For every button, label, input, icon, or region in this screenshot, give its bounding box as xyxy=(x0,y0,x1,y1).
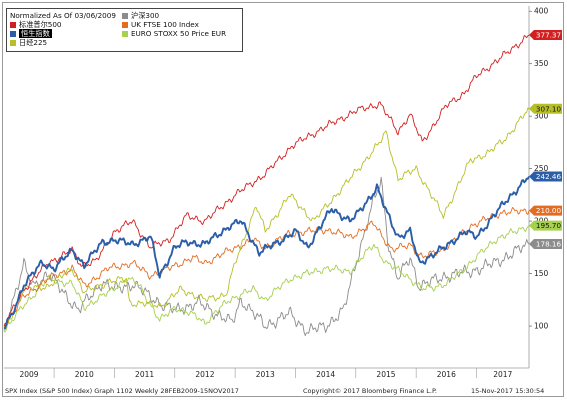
x-tick-label: 2009 xyxy=(19,370,38,379)
footer-timestamp: 15-Nov-2017 15:30:54 xyxy=(471,387,545,395)
x-tick-label: 2011 xyxy=(135,370,154,379)
series-line-uk-ftse-100-index xyxy=(3,207,530,327)
legend-swatch xyxy=(10,30,16,37)
x-tick-label: 2017 xyxy=(493,370,512,379)
last-value-225: 307.10 xyxy=(529,103,562,114)
x-tick-label: 2010 xyxy=(75,370,94,379)
footer-copyright: Copyright© 2017 Bloomberg Finance L.P. xyxy=(303,387,437,395)
last-value-text: 307.10 xyxy=(536,104,562,113)
legend-swatch xyxy=(10,39,16,46)
series-line-300 xyxy=(3,176,530,337)
chart-footer: SPX Index (S&P 500 Index) Graph 1102 Wee… xyxy=(3,385,563,397)
series-line-500 xyxy=(3,34,530,327)
x-tick-label: 2013 xyxy=(256,370,275,379)
y-tick-label: 400 xyxy=(534,7,549,16)
y-axis: 100150200250300350400 xyxy=(529,7,549,331)
legend-label: UK FTSE 100 Index xyxy=(131,20,199,29)
legend-swatch xyxy=(10,21,16,28)
legend-label: EURO STOXX 50 Price EUR xyxy=(131,29,227,38)
chart-frame xyxy=(2,2,564,397)
last-value-text: 178.16 xyxy=(536,240,562,249)
legend-label: 沪深300 xyxy=(131,11,160,20)
x-axis: 2009 2010 2011 2012 2013 2014 2015 2016 2017 xyxy=(19,368,513,379)
footer-source: SPX Index (S&P 500 Index) Graph 1102 Wee… xyxy=(5,387,239,395)
last-value-series: 242.46 xyxy=(529,171,562,182)
legend-swatch xyxy=(122,30,128,37)
series-line-euro-stoxx-50-price-eur xyxy=(3,225,530,333)
legend-item-euro-stoxx-50-price-eur: EURO STOXX 50 Price EUR xyxy=(122,29,226,39)
series-line-series xyxy=(3,176,530,330)
y-tick-label: 350 xyxy=(534,59,549,68)
x-tick-label: 2012 xyxy=(195,370,214,379)
last-value-euro-stoxx-50-price-eur: 195.70 xyxy=(529,220,562,231)
legend-label: 标准普尔500 xyxy=(19,20,62,29)
last-value-text: 242.46 xyxy=(536,172,562,181)
last-value-500: 377.37 xyxy=(529,29,562,40)
legend: Normalized As Of 03/06/2009 标准普尔500 恒生指数日… xyxy=(6,8,243,52)
legend-item-series: 恒生指数 xyxy=(10,29,52,39)
y-tick-label: 150 xyxy=(534,269,549,278)
legend-item-225: 日经225 xyxy=(10,38,47,48)
series-line-225 xyxy=(3,107,530,332)
legend-swatch xyxy=(122,12,128,19)
x-tick-label: 2016 xyxy=(437,370,456,379)
y-tick-label: 250 xyxy=(534,164,549,173)
legend-item-500: 标准普尔500 xyxy=(10,20,61,30)
legend-swatch xyxy=(122,21,128,28)
last-value-text: 210.00 xyxy=(536,206,562,215)
x-tick-label: 2014 xyxy=(316,370,335,379)
legend-title: Normalized As Of 03/06/2009 xyxy=(10,11,116,20)
series-layer xyxy=(3,34,530,337)
legend-item-uk-ftse-100-index: UK FTSE 100 Index xyxy=(122,20,199,30)
last-value-labels: 178.16 195.70 210.00 307.10 377.37 242.46 xyxy=(529,29,562,250)
x-tick-label: 2015 xyxy=(376,370,395,379)
y-tick-label: 100 xyxy=(534,322,549,331)
last-value-300: 178.16 xyxy=(529,239,562,250)
legend-label: 日经225 xyxy=(19,38,48,47)
legend-label: 恒生指数 xyxy=(19,29,52,38)
last-value-text: 377.37 xyxy=(536,31,561,40)
last-value-text: 195.70 xyxy=(536,221,562,230)
y-tick-label: 300 xyxy=(534,112,549,121)
last-value-uk-ftse-100-index: 210.00 xyxy=(529,205,562,216)
legend-item-300: 沪深300 xyxy=(122,11,159,21)
